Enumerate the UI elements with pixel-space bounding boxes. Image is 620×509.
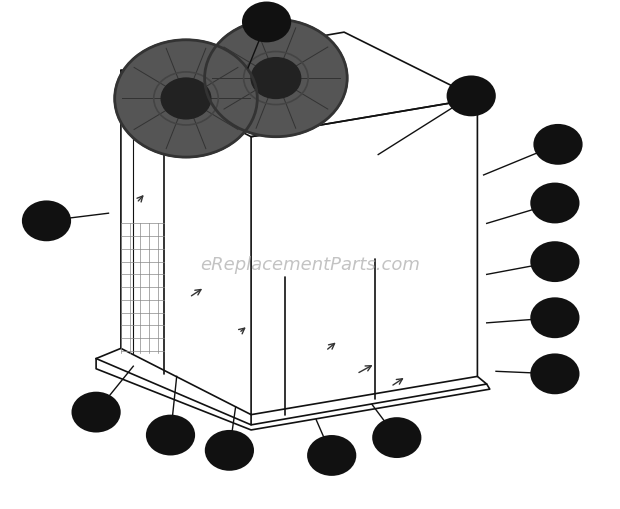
Text: 32: 32 — [544, 366, 565, 382]
Text: 24: 24 — [86, 405, 107, 420]
Circle shape — [448, 77, 495, 116]
Text: 25: 25 — [219, 443, 240, 458]
Text: 26: 26 — [321, 448, 342, 463]
Circle shape — [23, 202, 70, 241]
Text: 33: 33 — [461, 89, 482, 104]
Text: 23: 23 — [160, 428, 181, 443]
Circle shape — [534, 126, 582, 164]
Text: 22: 22 — [36, 214, 57, 229]
Text: eReplacementParts.com: eReplacementParts.com — [200, 256, 420, 274]
Circle shape — [205, 20, 347, 137]
Circle shape — [251, 59, 301, 99]
Circle shape — [531, 355, 578, 393]
Circle shape — [308, 436, 355, 475]
Circle shape — [161, 79, 211, 120]
Text: 31: 31 — [544, 310, 565, 326]
Text: 27: 27 — [386, 430, 407, 445]
Text: 29: 29 — [544, 196, 565, 211]
Circle shape — [206, 431, 253, 470]
Circle shape — [531, 299, 578, 337]
Circle shape — [373, 418, 420, 457]
Circle shape — [115, 41, 257, 158]
Circle shape — [147, 416, 194, 455]
Circle shape — [73, 393, 120, 432]
Circle shape — [531, 243, 578, 281]
Text: 34: 34 — [256, 15, 277, 31]
Circle shape — [531, 184, 578, 223]
Circle shape — [243, 4, 290, 42]
Text: 30: 30 — [544, 254, 565, 270]
Text: 28: 28 — [547, 137, 569, 153]
